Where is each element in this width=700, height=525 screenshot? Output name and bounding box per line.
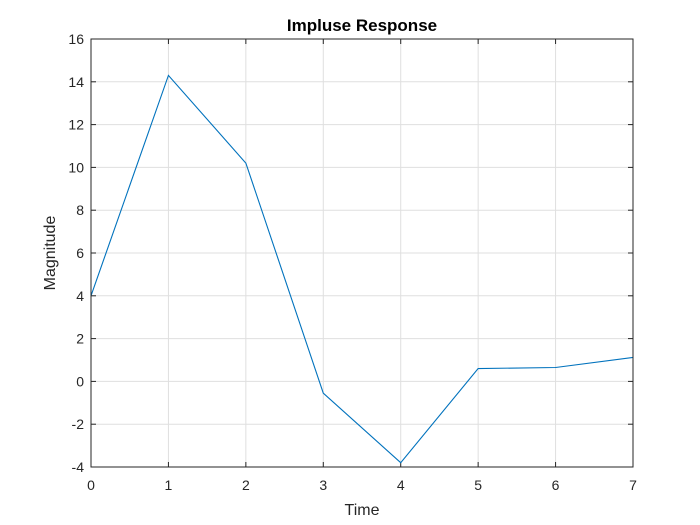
x-tick-label: 3 (319, 477, 327, 493)
y-tick-label: 8 (76, 202, 84, 218)
x-tick-label: 4 (397, 477, 405, 493)
x-tick-label: 1 (165, 477, 173, 493)
x-tick-label: 6 (552, 477, 560, 493)
grid (91, 39, 633, 467)
x-tick-label: 2 (242, 477, 250, 493)
x-tick-label: 5 (474, 477, 482, 493)
y-tick-label: 4 (76, 288, 84, 304)
y-tick-label: 2 (76, 331, 84, 347)
y-tick-label: 16 (68, 31, 84, 47)
y-tick-label: -2 (72, 416, 85, 432)
y-tick-label: 12 (68, 117, 84, 133)
chart-title: Impluse Response (287, 16, 437, 35)
y-tick-label: 10 (68, 159, 84, 175)
x-axis-label: Time (345, 502, 380, 519)
plot-frame (90, 38, 634, 468)
axis-ticks (90, 38, 634, 468)
x-tick-label: 7 (629, 477, 637, 493)
y-axis-label: Magnitude (42, 216, 59, 291)
x-tick-label: 0 (87, 477, 95, 493)
y-tick-label: 14 (68, 74, 84, 90)
impulse-response-line (90, 74, 634, 464)
y-tick-label: 0 (76, 373, 84, 389)
y-tick-label: 6 (76, 245, 84, 261)
y-tick-label: -4 (72, 459, 85, 475)
